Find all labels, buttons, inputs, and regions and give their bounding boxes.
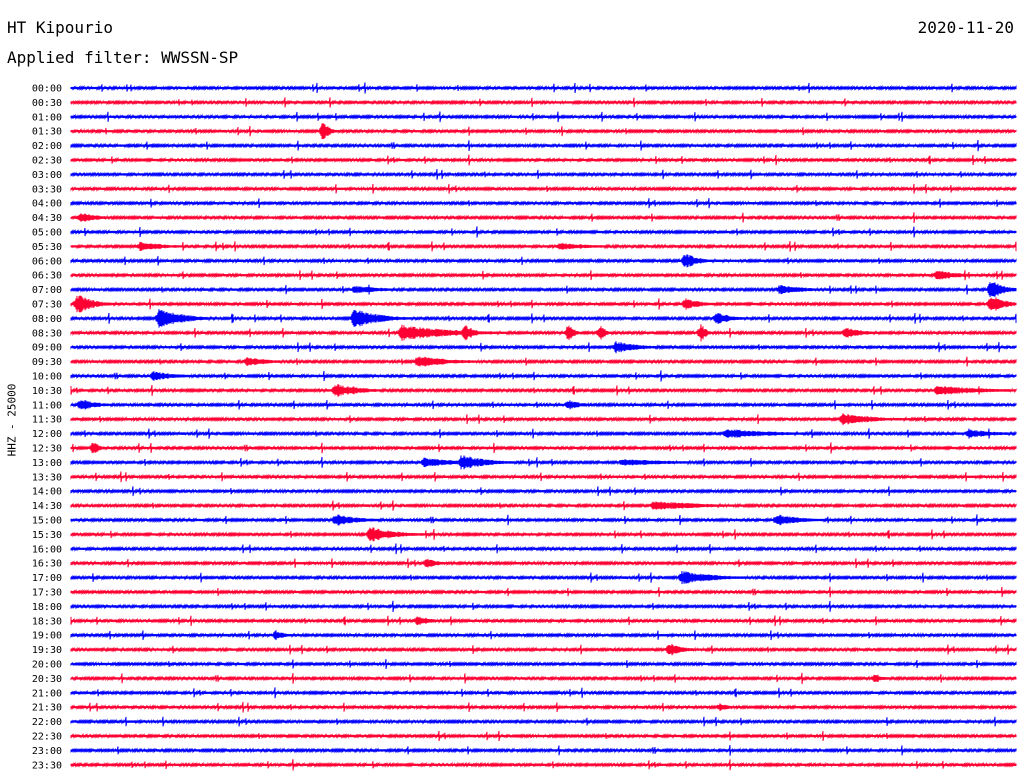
row-label-0230: 02:30 xyxy=(32,156,62,167)
row-label-1200: 12:00 xyxy=(32,429,62,440)
row-label-1600: 16:00 xyxy=(32,544,62,555)
station-name: HT Kipourio xyxy=(7,18,113,37)
row-label-0100: 01:00 xyxy=(32,112,62,123)
row-label-1800: 18:00 xyxy=(32,602,62,613)
row-label-1430: 14:30 xyxy=(32,501,62,512)
row-label-0130: 01:30 xyxy=(32,127,62,138)
row-label-1530: 15:30 xyxy=(32,530,62,541)
row-label-0030: 00:30 xyxy=(32,98,62,109)
row-label-1830: 18:30 xyxy=(32,616,62,627)
row-label-0700: 07:00 xyxy=(32,285,62,296)
row-label-0000: 00:00 xyxy=(32,84,62,95)
row-label-2030: 20:30 xyxy=(32,674,62,685)
row-label-1030: 10:30 xyxy=(32,386,62,397)
row-label-1500: 15:00 xyxy=(32,516,62,527)
row-label-1700: 17:00 xyxy=(32,573,62,584)
row-label-1630: 16:30 xyxy=(32,559,62,570)
row-label-2300: 23:00 xyxy=(32,746,62,757)
row-label-0530: 05:30 xyxy=(32,242,62,253)
row-label-0930: 09:30 xyxy=(32,357,62,368)
row-label-1100: 11:00 xyxy=(32,400,62,411)
row-label-2330: 23:30 xyxy=(32,760,62,771)
row-label-1400: 14:00 xyxy=(32,487,62,498)
row-label-1300: 13:00 xyxy=(32,458,62,469)
record-date: 2020-11-20 xyxy=(917,18,1014,37)
row-label-0730: 07:30 xyxy=(32,300,62,311)
row-label-2230: 22:30 xyxy=(32,732,62,743)
row-label-1730: 17:30 xyxy=(32,588,62,599)
row-label-0830: 08:30 xyxy=(32,328,62,339)
row-label-0500: 05:00 xyxy=(32,228,62,239)
row-label-1900: 19:00 xyxy=(32,631,62,642)
row-label-1230: 12:30 xyxy=(32,444,62,455)
filter-label: Applied filter: WWSSN-SP xyxy=(7,48,239,67)
row-label-2100: 21:00 xyxy=(32,688,62,699)
row-label-0200: 02:00 xyxy=(32,141,62,152)
row-label-0800: 08:00 xyxy=(32,314,62,325)
row-label-0330: 03:30 xyxy=(32,184,62,195)
row-label-1330: 13:30 xyxy=(32,472,62,483)
row-label-1000: 10:00 xyxy=(32,372,62,383)
row-label-0400: 04:00 xyxy=(32,199,62,210)
row-label-2000: 20:00 xyxy=(32,660,62,671)
row-label-2200: 22:00 xyxy=(32,717,62,728)
row-label-2130: 21:30 xyxy=(32,703,62,714)
row-label-0900: 09:00 xyxy=(32,343,62,354)
row-label-0630: 06:30 xyxy=(32,271,62,282)
row-label-0430: 04:30 xyxy=(32,213,62,224)
row-label-1130: 11:30 xyxy=(32,415,62,426)
row-label-0600: 06:00 xyxy=(32,256,62,267)
row-label-1930: 19:30 xyxy=(32,645,62,656)
row-label-0300: 03:00 xyxy=(32,170,62,181)
